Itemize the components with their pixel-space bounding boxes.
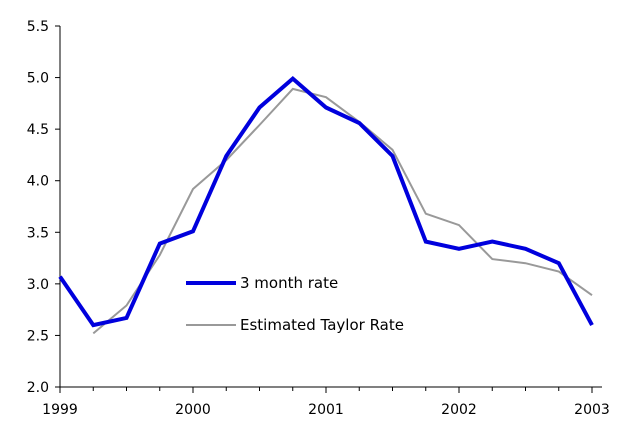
y-tick-label: 4.0 bbox=[27, 174, 49, 190]
y-axis-ticks: 2.0 2.5 3.0 3.5 4.0 4.5 5.0 5.5 bbox=[27, 19, 60, 396]
x-tick-label: 2001 bbox=[308, 402, 344, 418]
x-axis-ticks: 1999 2000 2001 2002 2003 bbox=[42, 387, 610, 418]
x-tick-label: 1999 bbox=[42, 402, 78, 418]
y-tick-label: 5.0 bbox=[27, 71, 49, 87]
legend-label-estimated-taylor-rate: Estimated Taylor Rate bbox=[240, 316, 404, 334]
y-tick-label: 2.0 bbox=[27, 380, 49, 396]
x-tick-label: 2000 bbox=[175, 402, 211, 418]
legend-label-three-month-rate: 3 month rate bbox=[240, 274, 338, 292]
axes bbox=[59, 26, 602, 388]
y-tick-label: 5.5 bbox=[27, 19, 49, 35]
y-tick-label: 2.5 bbox=[27, 328, 49, 344]
x-tick-label: 2002 bbox=[441, 402, 477, 418]
series-line-estimated-taylor-rate bbox=[92, 87, 593, 335]
series-line-three-month-rate bbox=[58, 75, 594, 328]
legend: 3 month rate Estimated Taylor Rate bbox=[186, 274, 404, 334]
series-layer bbox=[58, 75, 594, 335]
y-tick-label: 4.5 bbox=[27, 122, 49, 138]
x-tick-label: 2003 bbox=[574, 402, 610, 418]
y-tick-label: 3.0 bbox=[27, 277, 49, 293]
y-tick-label: 3.5 bbox=[27, 225, 49, 241]
